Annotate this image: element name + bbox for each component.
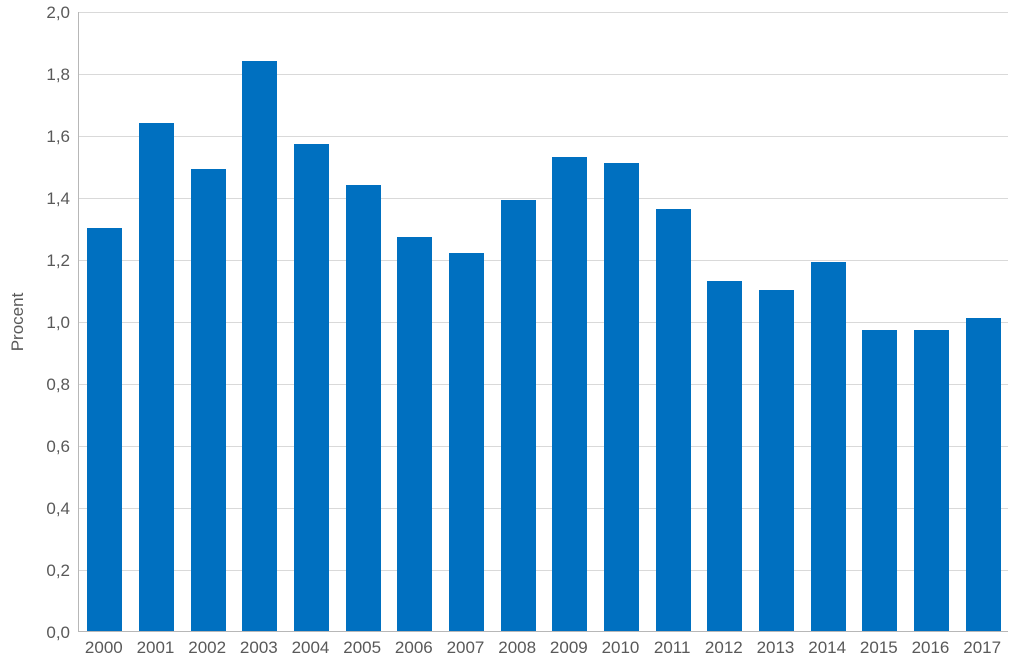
bar bbox=[604, 163, 639, 631]
x-tick-label: 2017 bbox=[956, 638, 1008, 658]
bar bbox=[501, 200, 536, 631]
y-tick-label: 0,4 bbox=[30, 499, 70, 519]
x-tick-label: 2001 bbox=[130, 638, 182, 658]
bar bbox=[139, 123, 174, 631]
gridline bbox=[79, 12, 1008, 13]
y-tick-label: 1,8 bbox=[30, 65, 70, 85]
bar bbox=[346, 185, 381, 631]
x-tick-label: 2000 bbox=[78, 638, 130, 658]
bar bbox=[707, 281, 742, 631]
x-tick-label: 2015 bbox=[853, 638, 905, 658]
y-tick-label: 1,4 bbox=[30, 189, 70, 209]
y-tick-label: 1,2 bbox=[30, 251, 70, 271]
bar bbox=[87, 228, 122, 631]
gridline bbox=[79, 136, 1008, 137]
x-tick-label: 2012 bbox=[698, 638, 750, 658]
x-tick-label: 2013 bbox=[750, 638, 802, 658]
x-tick-label: 2016 bbox=[905, 638, 957, 658]
bar bbox=[449, 253, 484, 631]
y-axis-label: Procent bbox=[8, 262, 28, 382]
y-tick-label: 0,0 bbox=[30, 623, 70, 643]
x-tick-label: 2005 bbox=[336, 638, 388, 658]
bar bbox=[914, 330, 949, 631]
y-tick-label: 0,2 bbox=[30, 561, 70, 581]
bar bbox=[552, 157, 587, 631]
bar bbox=[759, 290, 794, 631]
bar bbox=[966, 318, 1001, 631]
y-tick-label: 0,6 bbox=[30, 437, 70, 457]
x-tick-label: 2014 bbox=[801, 638, 853, 658]
x-tick-label: 2004 bbox=[285, 638, 337, 658]
y-tick-label: 2,0 bbox=[30, 3, 70, 23]
y-tick-label: 0,8 bbox=[30, 375, 70, 395]
x-tick-label: 2009 bbox=[543, 638, 595, 658]
bar-chart: Procent 0,0 0,2 0,4 0,6 0,8 1,0 1,2 1,4 1,6 1,8 2,… bbox=[0, 0, 1024, 667]
bar bbox=[656, 209, 691, 631]
plot-area bbox=[78, 12, 1008, 632]
bar bbox=[862, 330, 897, 631]
bar bbox=[191, 169, 226, 631]
bar bbox=[811, 262, 846, 631]
x-tick-label: 2008 bbox=[491, 638, 543, 658]
x-tick-label: 2003 bbox=[233, 638, 285, 658]
x-tick-label: 2011 bbox=[646, 638, 698, 658]
gridline bbox=[79, 74, 1008, 75]
x-tick-label: 2007 bbox=[440, 638, 492, 658]
x-tick-label: 2002 bbox=[181, 638, 233, 658]
bar bbox=[397, 237, 432, 631]
y-tick-label: 1,6 bbox=[30, 127, 70, 147]
bar bbox=[242, 61, 277, 631]
y-tick-label: 1,0 bbox=[30, 313, 70, 333]
bar bbox=[294, 144, 329, 631]
x-tick-label: 2006 bbox=[388, 638, 440, 658]
x-tick-label: 2010 bbox=[595, 638, 647, 658]
